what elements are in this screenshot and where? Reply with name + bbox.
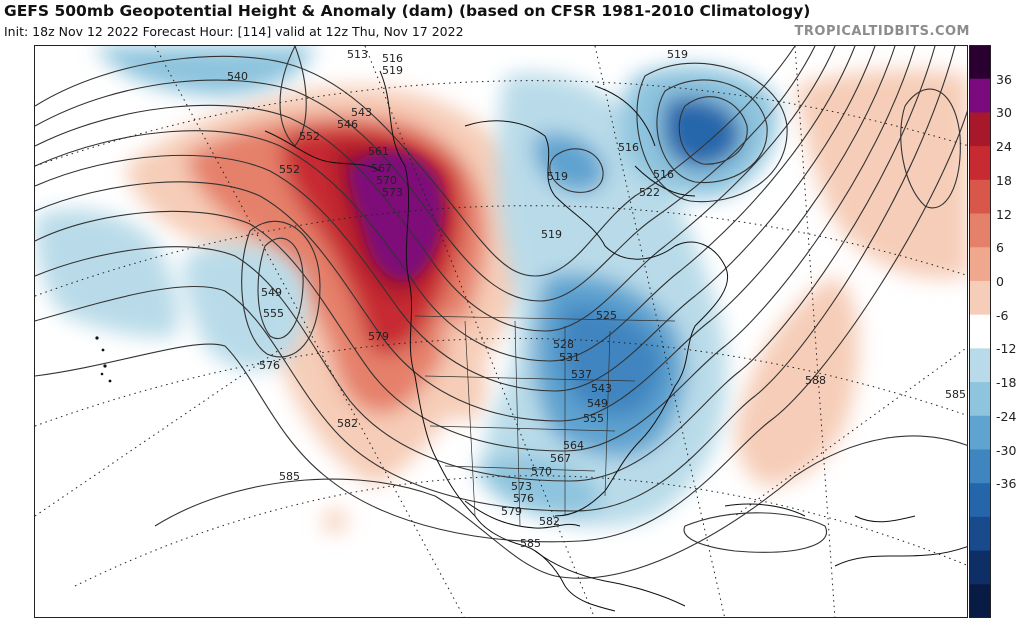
- colorbar-tick-label: 6: [996, 240, 1004, 256]
- colorbar-tick-label: -30: [996, 442, 1017, 458]
- contour-label: 552: [299, 130, 320, 143]
- contour-label: 519: [667, 48, 688, 61]
- contour-label: 516: [618, 141, 639, 154]
- contour-label: 543: [591, 382, 612, 395]
- colorbar-tick-label: 18: [996, 172, 1012, 188]
- colorbar-tick-label: 24: [996, 139, 1012, 155]
- contour-label: 513: [347, 48, 368, 61]
- contour-label: 582: [337, 417, 358, 430]
- colorbar-swatch: [969, 45, 991, 80]
- colorbar-swatch: [969, 516, 991, 552]
- colorbar-tick-label: -36: [996, 476, 1017, 492]
- colorbar-swatch: [969, 280, 991, 316]
- contour-label: 564: [563, 439, 584, 452]
- contour-label: 519: [541, 228, 562, 241]
- colorbar-swatch: [969, 314, 991, 349]
- contour-label: 567: [550, 452, 571, 465]
- contour-label: 522: [639, 186, 660, 199]
- map-panel: 513 516 519 540 543 546 552 552 561 567 …: [34, 45, 968, 618]
- contour-label: 540: [227, 70, 248, 83]
- colorbar-swatch: [969, 483, 991, 518]
- contour-label: 531: [559, 351, 580, 364]
- contour-label: 570: [531, 465, 552, 478]
- colorbar-swatch: [969, 78, 991, 113]
- colorbar-swatch: [969, 449, 991, 484]
- contour-label: 555: [263, 307, 284, 320]
- colorbar-tick-label: 0: [996, 273, 1004, 289]
- colorbar-swatch: [969, 382, 991, 417]
- contour-label: 576: [259, 359, 280, 372]
- colorbar-tick-label: 30: [996, 105, 1012, 121]
- lat-lon-grid: [35, 46, 967, 617]
- contour-label: 519: [382, 64, 403, 77]
- contour-label: 516: [653, 168, 674, 181]
- contour-label: 561: [368, 145, 389, 158]
- colorbar-swatch: [969, 584, 991, 619]
- contour-label: 576: [513, 492, 534, 505]
- contour-label: 537: [571, 368, 592, 381]
- contour-label: 573: [511, 480, 532, 493]
- colorbar-swatch: [969, 179, 991, 215]
- height-contours: [35, 46, 967, 579]
- contour-label: 549: [587, 397, 608, 410]
- contour-label: 543: [351, 106, 372, 119]
- contour-label: 519: [547, 170, 568, 183]
- colorbar-swatch: [969, 213, 991, 248]
- contour-label: 525: [596, 309, 617, 322]
- colorbar-tick-label: 12: [996, 206, 1012, 222]
- colorbar-tick-label: -24: [996, 408, 1017, 424]
- coastlines: [264, 70, 967, 612]
- contour-label: 516: [382, 52, 403, 65]
- contour-label: 585: [520, 537, 541, 550]
- map-canvas: 513 516 519 540 543 546 552 552 561 567 …: [35, 46, 967, 617]
- contour-label: 579: [368, 330, 389, 343]
- contour-label: 555: [583, 412, 604, 425]
- state-borders: [414, 315, 676, 527]
- contour-label: 552: [279, 163, 300, 176]
- colorbar-swatch: [969, 146, 991, 181]
- colorbar-swatch: [969, 415, 991, 450]
- colorbar-tick-label: -12: [996, 341, 1017, 357]
- colorbar-tick-label: -18: [996, 375, 1017, 391]
- map-subtitle: Init: 18z Nov 12 2022 Forecast Hour: [11…: [4, 24, 464, 39]
- alaska-islands: [95, 336, 112, 383]
- contour-label: 567: [371, 162, 392, 175]
- contour-label: 585: [279, 470, 300, 483]
- contour-label: 546: [337, 118, 358, 131]
- contour-label: 585: [945, 388, 966, 401]
- contour-label: 528: [553, 338, 574, 351]
- map-title: GEFS 500mb Geopotential Height & Anomaly…: [4, 2, 811, 20]
- contour-label: 582: [539, 515, 560, 528]
- colorbar-swatch: [969, 112, 991, 147]
- colorbar-swatch: [969, 247, 991, 282]
- contour-label: 579: [501, 505, 522, 518]
- contour-label: 570: [376, 174, 397, 187]
- colorbar-swatch: [969, 348, 991, 383]
- colorbar-tick-label: 36: [996, 71, 1012, 87]
- contour-label: 573: [382, 186, 403, 199]
- colorbar-tick-label: -6: [996, 307, 1009, 323]
- brand-watermark: TROPICALTIDBITS.COM: [794, 24, 970, 39]
- contour-label: 549: [261, 286, 282, 299]
- colorbar-swatches: [969, 45, 991, 619]
- colorbar-swatch: [969, 550, 991, 585]
- contour-labels: 513 516 519 540 543 546 552 552 561 567 …: [227, 48, 966, 550]
- anomaly-colorbar: [969, 45, 991, 619]
- contour-label: 588: [805, 374, 826, 387]
